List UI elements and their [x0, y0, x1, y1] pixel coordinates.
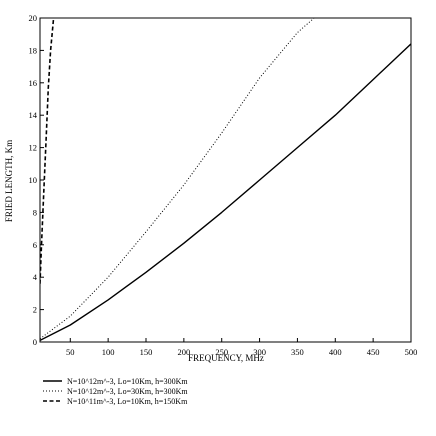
y-tick-label: 8 — [33, 207, 37, 217]
legend-label-1: N=10^12m^-3, Lo=10Km, h=300Km — [67, 377, 188, 386]
legend: N=10^12m^-3, Lo=10Km, h=300KmN=10^12m^-3… — [43, 377, 188, 406]
y-tick-label: 10 — [29, 175, 38, 185]
y-tick-label: 20 — [29, 13, 38, 23]
x-tick-label: 50 — [66, 347, 75, 357]
y-tick-label: 4 — [33, 272, 38, 282]
y-tick-label: 18 — [29, 45, 38, 55]
x-tick-label: 450 — [367, 347, 380, 357]
series-line-2 — [40, 18, 315, 340]
y-tick-label: 16 — [29, 78, 38, 88]
plot-border — [39, 17, 412, 343]
y-tick-label: 6 — [33, 240, 37, 250]
x-tick-label: 350 — [291, 347, 304, 357]
x-tick-label: 200 — [177, 347, 190, 357]
legend-label-2: N=10^12m^-3, Lo=30Km, h=300Km — [67, 387, 188, 396]
legend-label-3: N=10^11m^-3, Lo=10Km, h=150Km — [67, 397, 188, 406]
x-tick-label: 100 — [102, 347, 115, 357]
y-tick-label: 2 — [33, 305, 37, 315]
plot-area — [39, 17, 412, 343]
x-axis-label: FREQUENCY, MHz — [188, 353, 264, 363]
x-tick-label: 250 — [215, 347, 228, 357]
y-tick-label: 12 — [29, 143, 38, 153]
x-tick-label: 150 — [140, 347, 153, 357]
ticks-layer: 50 100 150 200 250 300 350 400 450 500 0 2 4 6 8 10 12 14… — [29, 13, 418, 357]
series-line-1 — [40, 43, 411, 342]
series-line-3 — [40, 18, 55, 284]
y-tick-label: 14 — [29, 110, 38, 120]
x-tick-label: 400 — [329, 347, 342, 357]
x-tick-label: 500 — [405, 347, 418, 357]
series-layer — [40, 18, 411, 342]
x-tick-label: 300 — [253, 347, 266, 357]
y-tick-label: 0 — [33, 337, 37, 347]
y-axis-label: FRIED LENGTH, Km — [4, 140, 14, 222]
